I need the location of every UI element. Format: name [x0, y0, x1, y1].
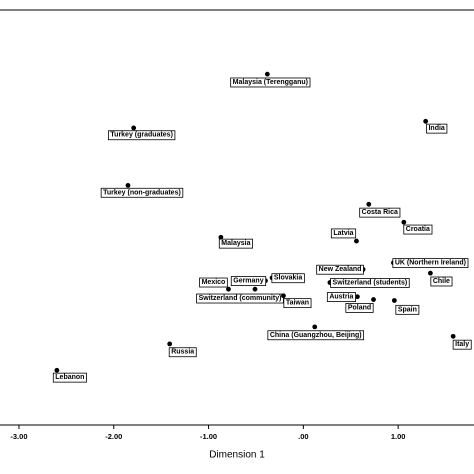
point-label: Croatia	[406, 226, 430, 233]
point	[401, 219, 407, 225]
point-label: Latvia	[333, 230, 353, 237]
point-label: Turkey (graduates)	[110, 132, 173, 139]
point-label: Italy	[455, 341, 469, 348]
point-label: Taiwan	[286, 300, 309, 307]
label-box	[218, 238, 253, 249]
point-label: Lebanon	[55, 374, 84, 381]
label-box	[392, 258, 469, 269]
label-box	[330, 228, 357, 239]
label-box	[330, 278, 410, 288]
point-label: India	[428, 125, 444, 132]
label-box	[100, 187, 184, 198]
point	[423, 118, 429, 124]
label-box	[283, 298, 312, 309]
x-tick-label: -2.00	[105, 432, 122, 441]
point-label: China (Guangzhou, Beijing)	[270, 332, 362, 339]
point	[354, 238, 359, 244]
point-label: Chile	[433, 278, 450, 285]
label-box	[326, 292, 356, 302]
point-label: Slovakia	[274, 275, 303, 282]
label-box	[267, 330, 365, 341]
x-tick-label: -3.00	[10, 432, 27, 441]
point	[125, 183, 131, 188]
x-tick-label: .00	[298, 432, 308, 441]
point	[131, 125, 137, 131]
point	[366, 201, 372, 207]
point	[391, 298, 397, 303]
label-box	[430, 276, 453, 287]
label-box	[395, 304, 420, 315]
x-axis-label: Dimension 1	[209, 450, 265, 461]
label-box	[316, 264, 364, 275]
point-label: Switzerland (students)	[333, 279, 408, 286]
point-label: Germany	[233, 278, 263, 285]
x-tick-label: 1.00	[391, 432, 406, 441]
label-box	[345, 303, 374, 313]
point-label: Spain	[398, 306, 417, 313]
label-box	[230, 77, 311, 88]
label-box	[426, 123, 448, 134]
point-label: UK (Northern Ireland)	[395, 260, 466, 267]
point-label: Malaysia (Terengganu)	[233, 79, 308, 86]
point-label: Costa Rica	[362, 209, 398, 216]
label-box	[230, 276, 267, 286]
point	[312, 324, 318, 330]
point	[167, 341, 173, 347]
point	[252, 286, 258, 292]
label-box	[271, 273, 305, 284]
point-label: Austria	[329, 294, 353, 301]
point-label: Switzerland (community)	[199, 295, 282, 302]
point-label: Turkey (non-graduates)	[103, 189, 181, 196]
label-box	[403, 224, 433, 235]
point	[281, 293, 286, 299]
point	[218, 234, 224, 240]
point-label: Poland	[348, 304, 371, 311]
label-box	[168, 347, 197, 358]
label-box	[452, 339, 472, 350]
point-label: Malaysia	[221, 240, 250, 247]
point	[427, 270, 433, 276]
point	[226, 286, 231, 292]
point	[450, 333, 456, 339]
point	[264, 71, 270, 77]
point-label: New Zealand	[319, 266, 362, 273]
point-label: Mexico	[202, 279, 226, 286]
label-box	[52, 372, 87, 383]
label-box	[359, 207, 401, 218]
point	[54, 367, 60, 373]
point	[354, 294, 360, 300]
point-label: Russia	[171, 349, 194, 356]
label-box	[199, 277, 228, 288]
label-box	[196, 293, 284, 304]
x-tick-label: -1.00	[200, 432, 217, 441]
label-box	[108, 130, 176, 141]
point	[371, 297, 376, 302]
